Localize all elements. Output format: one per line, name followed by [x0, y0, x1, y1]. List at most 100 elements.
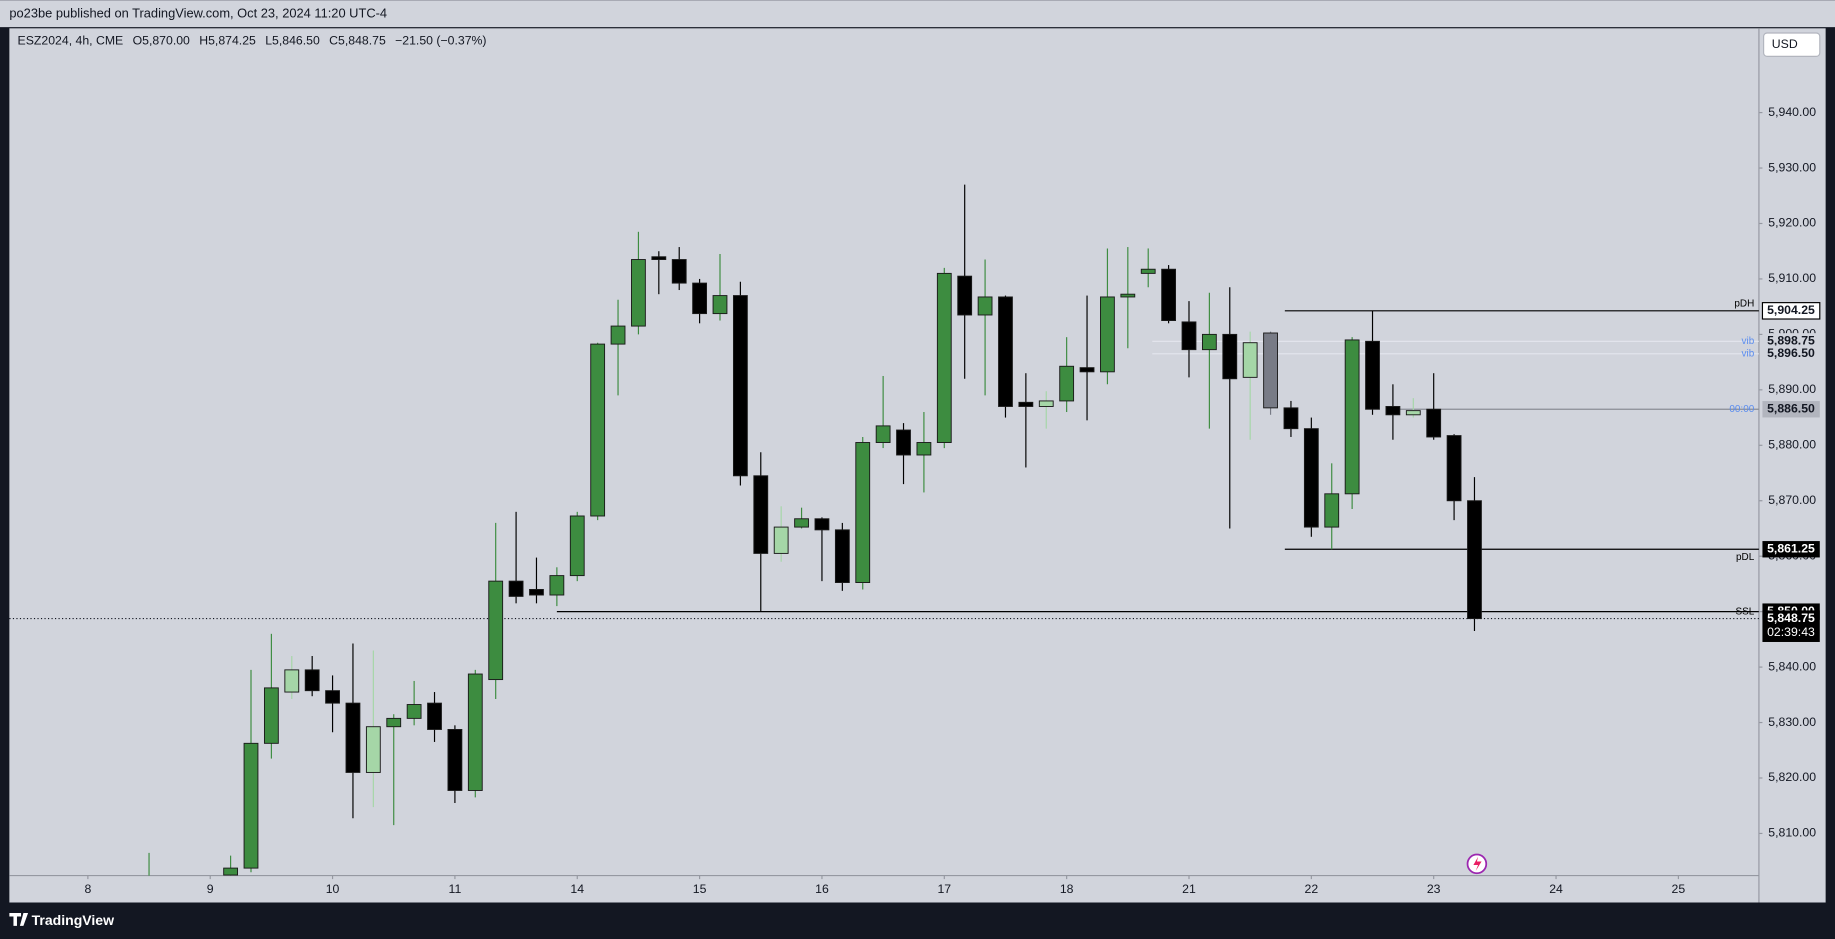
brand-logo — [9, 913, 29, 926]
candle-body — [406, 704, 422, 719]
candle-body — [467, 673, 483, 791]
y-tick-label: 5,940.00 — [1768, 105, 1816, 119]
level-name: vib — [1742, 336, 1755, 347]
x-tick-label: 15 — [693, 882, 707, 896]
candle-body — [569, 515, 585, 577]
price-tag — [1761, 302, 1821, 320]
candle-body — [529, 588, 544, 596]
x-tick-label: 18 — [1060, 882, 1074, 896]
price-tag-label: 5,886.50 — [1767, 401, 1815, 415]
candle-body — [304, 669, 320, 692]
price-tag — [1762, 401, 1820, 418]
level-name: vib — [1742, 348, 1755, 359]
y-tick-label: 5,870.00 — [1768, 493, 1816, 507]
legend-item: L5,846.50 — [265, 33, 320, 47]
candle-body — [549, 575, 565, 596]
candle-body — [243, 742, 259, 869]
price-tag-label: 5,904.25 — [1767, 303, 1815, 317]
brand-name: TradingView — [32, 912, 114, 928]
price-tag — [1762, 541, 1820, 558]
candle-body — [936, 272, 952, 443]
candle-body — [284, 669, 300, 693]
currency-button[interactable] — [1763, 32, 1821, 57]
candle-body — [1324, 493, 1340, 528]
candle-body — [1405, 410, 1421, 416]
candle-body — [1303, 428, 1319, 528]
x-tick-label: 16 — [815, 882, 829, 896]
y-tick-label: 5,930.00 — [1768, 160, 1816, 174]
x-tick-label: 17 — [937, 882, 951, 896]
price-tag-label: 5,898.75 — [1767, 334, 1815, 348]
published-note: po23be published on TradingView.com, Oct… — [9, 6, 387, 21]
candle-body — [855, 442, 871, 583]
candle-body — [998, 296, 1013, 407]
countdown: 02:39:43 — [1767, 625, 1815, 639]
price-tag-label: 5,896.50 — [1767, 346, 1815, 360]
candle-body — [447, 729, 463, 791]
top-bar — [0, 0, 1835, 28]
x-tick-label: 14 — [570, 882, 584, 896]
candle-body — [1467, 500, 1482, 620]
candle-body — [773, 526, 789, 554]
x-tick-label: 24 — [1549, 882, 1563, 896]
level-name: 00:00 — [1729, 404, 1754, 415]
x-tick-label: 23 — [1427, 882, 1441, 896]
candle-body — [1120, 293, 1136, 298]
candle-body — [1018, 401, 1034, 407]
y-tick-label: 5,910.00 — [1768, 271, 1816, 285]
candle-body — [1100, 296, 1115, 373]
candle-body — [1079, 367, 1095, 373]
candle-body — [1038, 400, 1054, 407]
candle-body — [610, 325, 626, 345]
candle-body — [1263, 332, 1278, 409]
legend-item: O5,870.00 — [133, 33, 190, 47]
candle-body — [223, 867, 239, 876]
x-tick-label: 11 — [449, 882, 462, 896]
x-tick-label: 21 — [1182, 882, 1196, 896]
overlay: ESZ2024, 4h, CME O5,870.00 H5,874.25 L5,846… — [18, 33, 1821, 896]
price-tag — [1762, 345, 1820, 362]
candle-body — [386, 717, 402, 728]
legend-item: ESZ2024, 4h, CME — [18, 33, 124, 47]
y-tick-label: 5,830.00 — [1768, 715, 1816, 729]
y-tick-label: 5,920.00 — [1768, 216, 1816, 230]
last-price-tag — [1762, 610, 1820, 642]
chart-panel — [9, 28, 1826, 903]
candle-body — [814, 518, 830, 531]
candle-body — [977, 296, 993, 316]
candle-body — [1426, 408, 1442, 438]
candle-body — [671, 259, 687, 284]
candle-body — [345, 702, 361, 773]
x-tick-label: 25 — [1672, 882, 1686, 896]
y-tick-label: 5,880.00 — [1768, 438, 1816, 452]
candle-body — [488, 580, 504, 681]
y-tick-label: 5,840.00 — [1768, 659, 1816, 673]
candle-body — [1242, 342, 1258, 378]
candle-body — [875, 425, 891, 443]
level-name: pDH — [1734, 298, 1754, 309]
x-tick-label: 22 — [1305, 882, 1319, 896]
legend-item: H5,874.25 — [199, 33, 256, 47]
candle-body — [1365, 340, 1380, 410]
candle-body — [896, 429, 911, 456]
x-tick-label: 8 — [84, 882, 91, 896]
candle-body — [325, 690, 340, 704]
candle-body — [1446, 435, 1462, 502]
candle-body — [794, 518, 809, 528]
candle-body — [427, 702, 442, 730]
candle-body — [1385, 406, 1401, 416]
candle-body — [263, 687, 279, 744]
candle-body — [1283, 407, 1299, 430]
events-icon-bolt — [1473, 856, 1482, 871]
candle-body — [692, 282, 708, 315]
y-tick-label: 5,890.00 — [1768, 382, 1816, 396]
candle-body — [1140, 268, 1156, 274]
y-tick-label: 5,820.00 — [1768, 770, 1816, 784]
candle-body — [1161, 268, 1177, 321]
currency-label[interactable]: USD — [1772, 37, 1798, 51]
last-price-label: 5,848.75 — [1767, 611, 1815, 625]
legend-item: C5,848.75 — [329, 33, 386, 47]
